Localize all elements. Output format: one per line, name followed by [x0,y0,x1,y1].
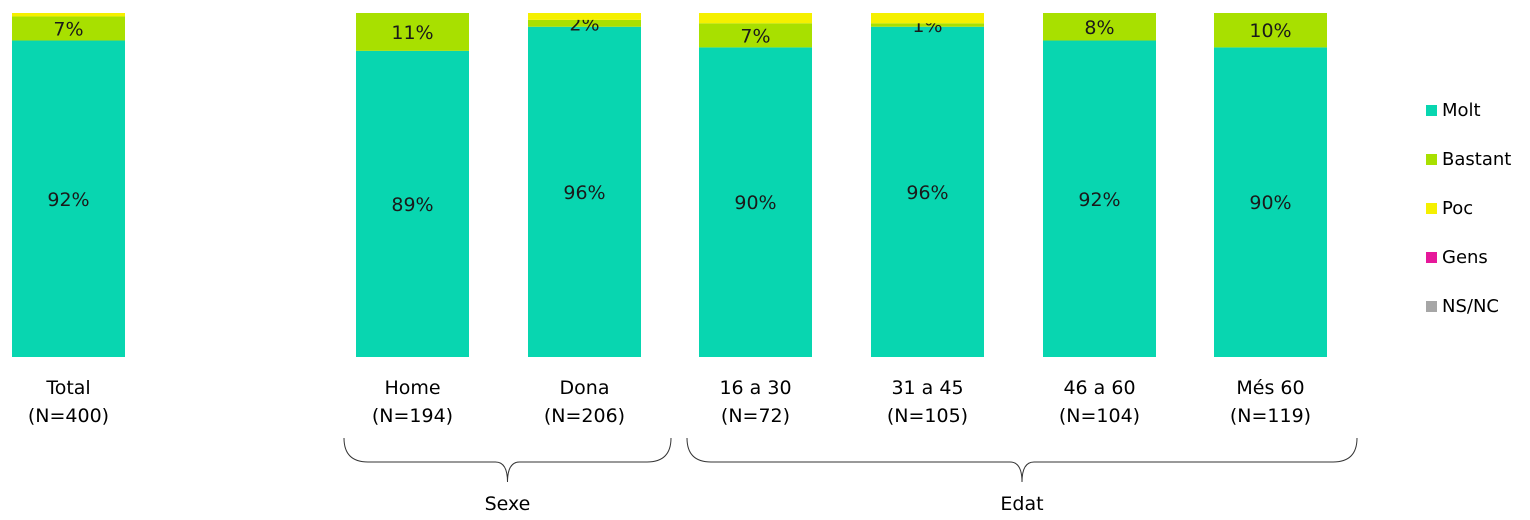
bar-segment-molt [1214,47,1327,358]
category-label: 46 a 60 [1063,377,1135,399]
legend-label: Bastant [1442,148,1512,170]
category-label: 31 a 45 [891,377,963,399]
data-label: 11% [391,22,433,44]
legend-label: Molt [1442,99,1481,121]
bar-segment-poc [871,13,984,24]
group-label: Edat [1000,493,1043,515]
data-label: 92% [47,189,89,211]
legend-swatch [1426,202,1437,214]
bar-segment-molt [12,40,125,358]
bar-segment-bastant [1043,13,1156,41]
legend-swatch [1426,104,1437,116]
bar-segment-molt [528,26,641,357]
category-label: Total [45,377,90,399]
legend-swatch [1426,300,1437,312]
category-n-label: (N=104) [1059,405,1140,427]
bar-segment-bastant [1214,13,1327,48]
bar-segment-bastant [528,19,641,27]
bar-segment-poc [699,13,812,24]
legend-item: Bastant [1426,147,1511,171]
legend-item: NS/NC [1426,294,1499,318]
data-label: 7% [740,25,770,47]
category-n-label: (N=72) [721,405,790,427]
bar-segment-bastant [871,23,984,27]
group-brace [686,437,1358,483]
legend-item: Poc [1426,196,1473,220]
data-label: 92% [1078,189,1120,211]
data-label: 90% [1249,192,1291,214]
category-label: Dona [560,377,610,399]
data-label: 96% [906,182,948,204]
category-label: Més 60 [1236,377,1304,399]
category-n-label: (N=400) [28,405,109,427]
data-label: 90% [734,192,776,214]
legend-label: Poc [1442,197,1474,219]
bar-segment-bastant [356,13,469,51]
category-n-label: (N=194) [372,405,453,427]
category-n-label: (N=105) [887,405,968,427]
legend-label: NS/NC [1442,295,1499,317]
legend-item: Molt [1426,98,1481,122]
data-label: 96% [563,182,605,204]
bar-segment-molt [1043,40,1156,358]
group-label: Sexe [485,493,531,515]
category-n-label: (N=119) [1230,405,1311,427]
data-label: 89% [391,194,433,216]
group-brace [343,437,672,483]
legend-item: Gens [1426,245,1488,269]
category-label: Home [384,377,440,399]
legend-swatch [1426,251,1437,263]
bar-segment-poc [12,13,125,17]
legend-label: Gens [1442,246,1488,268]
category-label: 16 a 30 [719,377,791,399]
bar-segment-molt [871,26,984,357]
legend-swatch [1426,153,1437,165]
category-n-label: (N=206) [544,405,625,427]
bar-segment-molt [699,47,812,358]
bar-segment-bastant [699,23,812,48]
data-label: 8% [1084,17,1114,39]
bar-segment-molt [356,50,469,358]
data-label: 10% [1249,20,1291,42]
data-label: 7% [53,18,83,40]
bar-segment-poc [528,13,641,20]
bar-segment-bastant [12,16,125,41]
